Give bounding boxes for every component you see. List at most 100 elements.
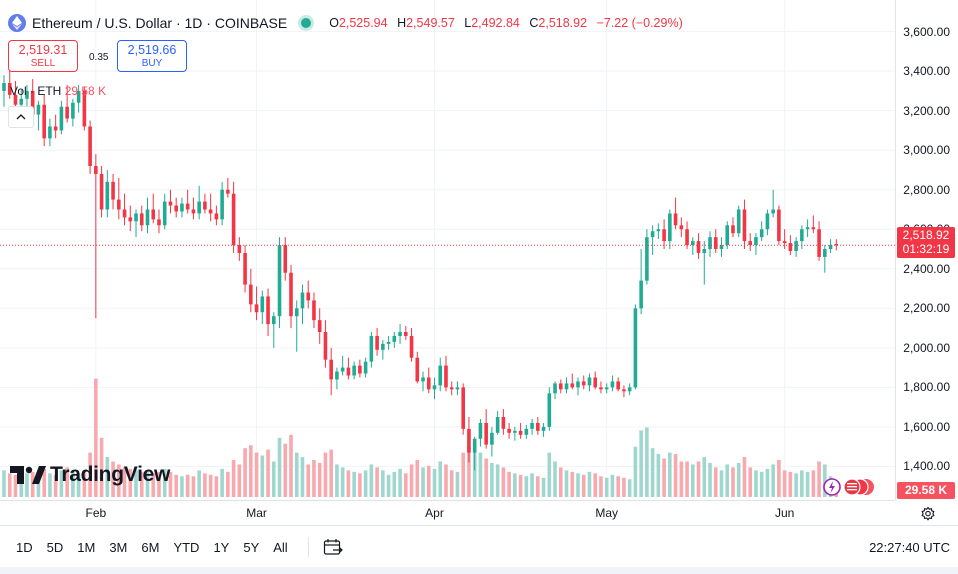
candle-body xyxy=(581,381,586,386)
volume-bar xyxy=(363,470,368,497)
symbol-header: Ethereum / U.S. Dollar · 1D · COINBASE O… xyxy=(8,14,689,32)
volume-bar xyxy=(467,446,471,497)
candle-body xyxy=(495,416,500,433)
volume-bar xyxy=(490,462,494,497)
volume-bar xyxy=(139,471,144,497)
volume-bar xyxy=(71,471,75,497)
price-tick-label: 1,600.00 xyxy=(903,419,950,434)
candle-body xyxy=(71,102,75,119)
candle-body xyxy=(702,249,707,253)
candle-body xyxy=(48,126,52,139)
volume-bar xyxy=(811,470,816,497)
candle-body xyxy=(105,181,110,210)
volume-bar xyxy=(208,474,213,497)
volume-bar xyxy=(673,454,678,497)
collapse-legend-button[interactable] xyxy=(8,106,34,128)
tradingview-logo[interactable]: TradingView xyxy=(10,463,170,487)
range-1m-button[interactable]: 1M xyxy=(77,539,96,555)
candle-body xyxy=(507,428,511,433)
price-tick-label: 3,600.00 xyxy=(903,24,950,39)
volume-bar xyxy=(317,462,322,497)
candle-body xyxy=(426,377,431,390)
volume-bar xyxy=(513,473,517,497)
candle-body xyxy=(828,245,833,250)
range-1d-button[interactable]: 1D xyxy=(16,539,33,555)
candle-body xyxy=(794,241,798,251)
last-price-label: 2,518.92 01:32:19 xyxy=(897,227,955,258)
range-5d-button[interactable]: 5D xyxy=(46,539,64,555)
candle-body xyxy=(513,430,517,433)
candle-body xyxy=(622,389,626,392)
candle-body xyxy=(696,241,701,253)
volume-bar xyxy=(122,467,127,497)
candle-body xyxy=(88,126,92,167)
range-1y-button[interactable]: 1Y xyxy=(213,539,230,555)
price-tick-label: 2,400.00 xyxy=(903,261,950,276)
volume-bar xyxy=(558,467,563,497)
range-ytd-button[interactable]: YTD xyxy=(173,539,200,555)
volume-bar xyxy=(36,474,41,497)
candle-body xyxy=(358,365,362,374)
volume-bar xyxy=(823,464,827,497)
volume-bar xyxy=(82,470,87,497)
price-chart[interactable] xyxy=(0,0,895,500)
spread-value: 0.35 xyxy=(89,52,109,63)
volume-bar xyxy=(283,443,288,497)
candle-body xyxy=(76,90,81,103)
range-5y-button[interactable]: 5Y xyxy=(243,539,260,555)
candle-body xyxy=(817,229,821,257)
volume-bar xyxy=(656,454,661,497)
candle-body xyxy=(800,229,804,242)
chart-settings-button[interactable] xyxy=(919,505,937,523)
candle-body xyxy=(455,387,460,390)
sell-button[interactable]: 2,519.31 SELL xyxy=(8,40,78,72)
volume-legend[interactable]: Vol · ETH 29.58 K xyxy=(10,84,106,98)
events-icons[interactable] xyxy=(818,477,878,497)
volume-bar xyxy=(736,462,741,497)
candle-body xyxy=(266,296,270,325)
candle-body xyxy=(214,213,219,220)
candle-body xyxy=(788,243,793,251)
chart-area[interactable]: Ethereum / U.S. Dollar · 1D · COINBASE O… xyxy=(0,0,896,500)
volume-bar xyxy=(702,457,707,497)
volume-bar xyxy=(180,476,184,497)
candle-body xyxy=(7,83,12,95)
go-to-date-button[interactable] xyxy=(307,537,343,557)
candle-body xyxy=(731,225,735,234)
volume-bar xyxy=(777,460,781,497)
price-tick-label: 2,000.00 xyxy=(903,340,950,355)
bottom-toolbar: 1D 5D 1M 3M 6M YTD 1Y 5Y All 22:27:40 UT… xyxy=(0,525,958,568)
volume-bar xyxy=(191,476,196,497)
volume-bar xyxy=(748,467,752,497)
volume-bar xyxy=(111,461,115,497)
volume-bar xyxy=(271,461,276,497)
time-tick-label: Mar xyxy=(246,506,267,520)
buy-button[interactable]: 2,519.66 BUY xyxy=(117,40,187,72)
volume-bar xyxy=(742,457,747,497)
range-all-button[interactable]: All xyxy=(273,539,288,555)
volume-bar xyxy=(782,470,787,497)
symbol-title[interactable]: Ethereum / U.S. Dollar · 1D · COINBASE xyxy=(32,15,288,31)
price-scale[interactable]: 3,600.00 3,400.00 3,200.00 3,000.00 2,800.00… xyxy=(895,0,958,500)
volume-bar xyxy=(329,449,333,497)
candle-body xyxy=(490,432,494,445)
volume-bar xyxy=(404,473,408,497)
utc-clock[interactable]: 22:27:40 UTC xyxy=(869,539,950,555)
volume-bar xyxy=(662,458,666,497)
volume-bar xyxy=(713,467,718,497)
volume-bar xyxy=(13,474,18,497)
price-change: −7.22 (−0.29%) xyxy=(596,16,683,30)
candle-body xyxy=(530,422,534,429)
range-6m-button[interactable]: 6M xyxy=(141,539,160,555)
time-scale[interactable]: Feb Mar Apr May Jun xyxy=(0,500,895,525)
time-tick-label: Apr xyxy=(425,506,444,520)
volume-bar xyxy=(432,468,437,497)
candle-body xyxy=(604,387,609,390)
candle-body xyxy=(662,229,666,242)
volume-bar xyxy=(386,474,391,497)
volume-bar xyxy=(541,477,546,497)
range-3m-button[interactable]: 3M xyxy=(109,539,128,555)
candle-body xyxy=(823,249,827,257)
candle-body xyxy=(444,365,448,388)
volume-bar xyxy=(42,468,46,497)
